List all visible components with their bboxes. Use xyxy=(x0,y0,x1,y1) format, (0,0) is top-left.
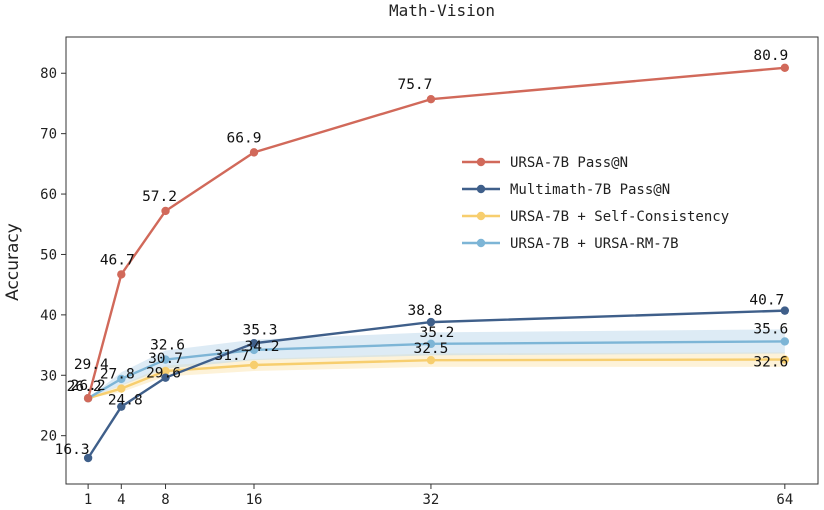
series-line xyxy=(87,358,785,400)
legend-entry: URSA-7B Pass@N xyxy=(462,155,628,171)
data-label: 38.8 xyxy=(407,303,442,319)
legend-swatch-marker xyxy=(476,211,486,221)
data-point xyxy=(249,148,259,157)
data-label: 75.7 xyxy=(397,77,432,93)
data-label: 32.5 xyxy=(413,341,448,357)
x-tick-label: 1 xyxy=(84,492,92,508)
y-axis-label: Accuracy xyxy=(3,223,23,301)
data-point xyxy=(117,384,126,393)
y-tick-label: 60 xyxy=(40,187,57,203)
data-point xyxy=(161,206,170,216)
y-tick-label: 30 xyxy=(40,368,57,384)
data-point xyxy=(780,337,790,346)
data-point xyxy=(426,95,436,104)
legend-label: Multimath-7B Pass@N xyxy=(510,182,670,198)
data-point xyxy=(117,374,126,384)
y-tick-label: 80 xyxy=(40,66,57,82)
series-line xyxy=(87,340,785,400)
data-point xyxy=(161,366,170,376)
data-label: 46.7 xyxy=(100,252,135,268)
data-point xyxy=(117,270,126,279)
y-tick-label: 20 xyxy=(40,429,57,445)
data-point xyxy=(426,355,436,365)
legend-label: URSA-7B + URSA-RM-7B xyxy=(510,236,679,252)
data-label: 26.2 xyxy=(71,378,106,394)
plot-frame xyxy=(65,36,819,485)
data-label: 34.2 xyxy=(245,339,280,355)
data-label: 32.6 xyxy=(150,338,185,354)
plot-area: 20 30 40 50 60 70 80 1 4 8 16 32 64 26.2 46.7 57.2 66.9 7… xyxy=(40,36,819,508)
data-point xyxy=(249,360,259,370)
data-point xyxy=(426,317,436,327)
data-label: 16.3 xyxy=(55,442,90,458)
data-label: 57.2 xyxy=(142,189,177,205)
data-label: 35.3 xyxy=(243,322,278,338)
data-point xyxy=(83,394,93,403)
y-tick-label: 40 xyxy=(40,308,57,324)
data-label: 40.7 xyxy=(749,293,784,309)
data-point xyxy=(161,355,170,364)
legend-entry: URSA-7B + Self-Consistency xyxy=(462,209,729,225)
data-label: 27.8 xyxy=(100,367,135,383)
y-tick-label: 50 xyxy=(40,247,57,263)
data-label: 29.4 xyxy=(74,357,109,373)
data-label: 29.6 xyxy=(146,366,181,382)
chart-title: Math-Vision xyxy=(389,1,495,20)
x-tick-label: 8 xyxy=(161,492,169,508)
series-line xyxy=(87,309,785,459)
data-point xyxy=(249,345,259,355)
data-label: 31.7 xyxy=(215,348,250,364)
data-label: 66.9 xyxy=(227,130,262,146)
data-label: 35.2 xyxy=(419,325,454,341)
data-label: 80.9 xyxy=(753,48,788,64)
legend-swatch-marker xyxy=(476,157,486,167)
data-label-start: 26.2 xyxy=(67,379,102,395)
y-tick-label: 70 xyxy=(40,127,57,143)
x-tick-label: 32 xyxy=(423,492,440,508)
confidence-band xyxy=(88,329,785,399)
data-point xyxy=(117,402,126,411)
data-label: 24.8 xyxy=(108,393,143,409)
legend-swatch-marker xyxy=(476,184,486,194)
data-point xyxy=(780,355,790,364)
legend-entry: Multimath-7B Pass@N xyxy=(462,182,670,198)
data-point xyxy=(161,373,170,382)
series-line xyxy=(86,66,785,399)
data-point xyxy=(83,453,93,463)
data-label: 35.6 xyxy=(753,321,788,337)
data-point xyxy=(426,339,436,349)
x-tick-label: 4 xyxy=(117,492,125,508)
legend-swatch-marker xyxy=(476,238,486,248)
legend-entry: URSA-7B + URSA-RM-7B xyxy=(462,236,679,252)
x-tick-label: 16 xyxy=(246,492,263,508)
data-label: 30.7 xyxy=(148,351,183,367)
data-point xyxy=(249,339,259,348)
data-point xyxy=(780,306,790,315)
legend-label: URSA-7B Pass@N xyxy=(510,155,628,171)
data-point xyxy=(780,63,790,73)
x-tick-label: 64 xyxy=(776,492,793,508)
data-label: 32.6 xyxy=(753,355,788,371)
legend-label: URSA-7B + Self-Consistency xyxy=(510,209,729,225)
